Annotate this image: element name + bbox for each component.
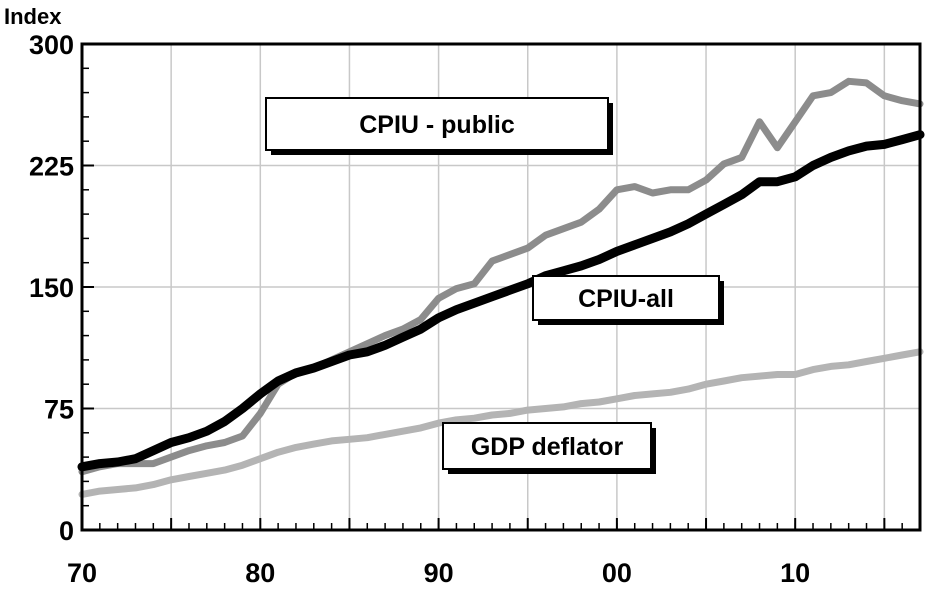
- x-tick-label: 00: [602, 558, 632, 588]
- legend-box-upper-left: CPIU - public: [265, 97, 613, 155]
- x-axis-ticks: 70 80 90 00 10: [67, 518, 886, 588]
- series-lines: [77, 77, 925, 498]
- x-tick-label: 10: [780, 558, 810, 588]
- legend-box-frame: [442, 422, 652, 470]
- legend-label: CPIU - public: [359, 111, 515, 139]
- x-tick-label: 70: [67, 558, 97, 588]
- legend-boxes: CPIU - public CPIU-all GDP deflator: [265, 97, 724, 474]
- legend-box-frame: [265, 97, 609, 151]
- y-axis-ticks: 0 75 150 225 300: [29, 30, 94, 546]
- y-tick-label: 0: [59, 516, 74, 546]
- y-axis-label: Index: [4, 4, 62, 29]
- legend-label: GDP deflator: [471, 433, 624, 461]
- y-tick-label: 300: [29, 30, 74, 60]
- legend-label: CPIU-all: [578, 285, 674, 313]
- y-tick-label: 75: [44, 395, 74, 425]
- legend-box-lower-middle: GDP deflator: [442, 422, 656, 474]
- x-tick-label: 80: [245, 558, 275, 588]
- series-line-gdp-deflator: [78, 348, 924, 498]
- series-line-cpiu-public: [78, 77, 924, 476]
- y-tick-label: 225: [29, 152, 74, 182]
- y-tick-label: 150: [29, 273, 74, 303]
- x-tick-label: 90: [424, 558, 454, 588]
- legend-box-frame: [532, 275, 720, 321]
- series-line-cpiu-all: [77, 130, 925, 472]
- legend-box-middle-right: CPIU-all: [532, 275, 724, 325]
